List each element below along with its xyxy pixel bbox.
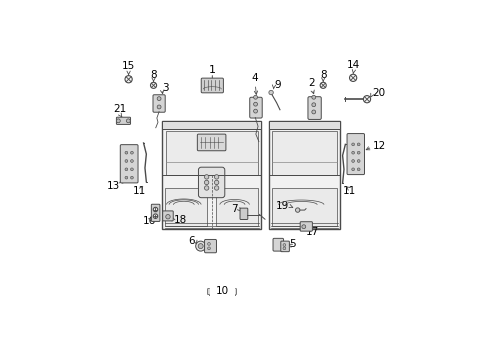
FancyBboxPatch shape xyxy=(250,97,262,118)
Text: 1: 1 xyxy=(209,64,216,75)
FancyBboxPatch shape xyxy=(308,97,321,120)
Circle shape xyxy=(130,151,133,154)
Circle shape xyxy=(215,186,219,190)
Circle shape xyxy=(283,244,286,246)
Bar xyxy=(165,188,206,226)
Bar xyxy=(269,121,340,229)
Circle shape xyxy=(312,95,316,99)
Text: 21: 21 xyxy=(113,104,126,114)
Circle shape xyxy=(352,159,355,162)
Text: 7: 7 xyxy=(231,204,238,214)
FancyBboxPatch shape xyxy=(198,167,225,198)
Circle shape xyxy=(204,175,209,179)
Circle shape xyxy=(269,90,273,95)
Text: 9: 9 xyxy=(275,80,281,90)
Circle shape xyxy=(117,119,120,123)
FancyBboxPatch shape xyxy=(273,238,284,251)
Text: 5: 5 xyxy=(289,239,296,249)
Circle shape xyxy=(320,82,326,89)
Circle shape xyxy=(126,119,130,123)
FancyBboxPatch shape xyxy=(117,117,130,125)
Bar xyxy=(272,188,337,226)
Circle shape xyxy=(196,241,206,251)
Bar xyxy=(272,131,337,175)
Text: 6: 6 xyxy=(189,237,195,246)
Circle shape xyxy=(130,176,133,179)
FancyBboxPatch shape xyxy=(347,134,365,175)
Text: 8: 8 xyxy=(150,70,157,80)
Circle shape xyxy=(150,82,157,89)
Circle shape xyxy=(208,247,210,250)
Bar xyxy=(162,121,261,229)
FancyBboxPatch shape xyxy=(120,145,138,183)
Circle shape xyxy=(349,74,357,81)
FancyBboxPatch shape xyxy=(153,95,165,112)
Bar xyxy=(216,188,258,226)
Text: 4: 4 xyxy=(252,73,258,84)
Text: 13: 13 xyxy=(107,181,120,191)
Text: 17: 17 xyxy=(305,227,318,237)
FancyBboxPatch shape xyxy=(163,211,173,221)
Circle shape xyxy=(312,103,316,107)
Text: 18: 18 xyxy=(173,215,187,225)
FancyBboxPatch shape xyxy=(281,241,290,252)
Circle shape xyxy=(198,244,203,249)
Circle shape xyxy=(254,95,258,99)
Circle shape xyxy=(153,207,158,212)
Text: 20: 20 xyxy=(372,88,386,98)
Text: 15: 15 xyxy=(122,61,135,71)
Circle shape xyxy=(357,168,360,171)
Circle shape xyxy=(208,243,210,245)
Circle shape xyxy=(130,168,133,171)
Circle shape xyxy=(357,143,360,146)
Bar xyxy=(166,131,258,175)
Circle shape xyxy=(166,215,170,219)
Circle shape xyxy=(357,151,360,154)
Circle shape xyxy=(352,151,355,154)
Circle shape xyxy=(254,102,258,106)
Text: 2: 2 xyxy=(308,78,315,88)
FancyBboxPatch shape xyxy=(230,288,237,294)
Circle shape xyxy=(254,109,258,113)
Circle shape xyxy=(125,76,132,83)
Text: 14: 14 xyxy=(347,59,360,69)
Circle shape xyxy=(125,168,128,171)
Circle shape xyxy=(357,159,360,162)
Circle shape xyxy=(364,96,370,103)
FancyBboxPatch shape xyxy=(204,239,217,253)
Circle shape xyxy=(125,159,128,162)
Circle shape xyxy=(125,151,128,154)
Circle shape xyxy=(215,175,219,179)
Text: 19: 19 xyxy=(276,201,290,211)
FancyBboxPatch shape xyxy=(197,134,226,151)
Circle shape xyxy=(204,180,209,185)
Circle shape xyxy=(130,159,133,162)
FancyBboxPatch shape xyxy=(151,204,160,221)
Text: 12: 12 xyxy=(372,141,386,151)
Circle shape xyxy=(157,97,161,100)
Circle shape xyxy=(125,176,128,179)
Text: 16: 16 xyxy=(143,216,156,226)
Text: 3: 3 xyxy=(162,83,169,93)
Circle shape xyxy=(157,105,161,109)
Circle shape xyxy=(352,168,355,171)
Circle shape xyxy=(302,225,306,229)
Circle shape xyxy=(312,110,316,114)
Text: 11: 11 xyxy=(343,186,356,196)
Text: 8: 8 xyxy=(320,70,326,80)
Circle shape xyxy=(295,208,300,212)
FancyBboxPatch shape xyxy=(300,222,313,231)
Circle shape xyxy=(283,247,286,250)
Bar xyxy=(269,121,340,129)
FancyBboxPatch shape xyxy=(201,78,223,93)
Circle shape xyxy=(215,180,219,185)
Text: 10: 10 xyxy=(216,286,228,296)
Circle shape xyxy=(352,143,355,146)
FancyBboxPatch shape xyxy=(240,208,248,220)
Circle shape xyxy=(204,186,209,190)
Bar xyxy=(162,121,261,129)
FancyBboxPatch shape xyxy=(208,288,214,294)
Text: 11: 11 xyxy=(133,186,147,196)
Circle shape xyxy=(153,214,158,219)
